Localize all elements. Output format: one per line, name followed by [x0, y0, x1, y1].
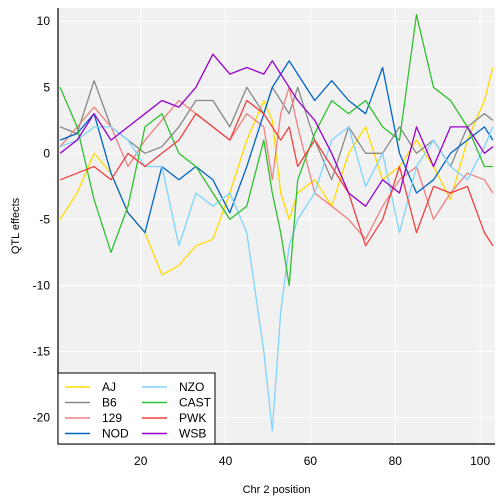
- legend-label-b6: B6: [102, 396, 117, 410]
- legend-label-pwk: PWK: [179, 411, 206, 425]
- y-tick-label: -5: [39, 212, 50, 226]
- legend-label-129: 129: [102, 411, 122, 425]
- series-line-cast: [59, 13, 493, 287]
- y-tick-label: -10: [33, 278, 51, 292]
- x-tick-label: 40: [219, 454, 233, 468]
- tick-layer: 20 40 60 80 100 -20 -15 -10 -5 0 5 10: [33, 14, 491, 468]
- x-axis-title: Chr 2 position: [243, 484, 311, 496]
- y-tick-label: 10: [37, 14, 51, 28]
- legend-box: [57, 372, 216, 445]
- series-line-pwk: [59, 99, 494, 247]
- series-layer: [59, 13, 494, 432]
- y-tick-label: 5: [43, 80, 50, 94]
- y-axis-title: QTL effects: [10, 197, 22, 254]
- x-tick-label: 100: [470, 454, 490, 468]
- series-line-wsb: [59, 53, 494, 207]
- legend-label-aj: AJ: [102, 380, 116, 394]
- y-tick-label: -15: [33, 345, 51, 359]
- legend-label-nzo: NZO: [179, 380, 204, 394]
- y-tick-label: -20: [33, 411, 51, 425]
- legend-label-nod: NOD: [102, 427, 129, 441]
- legend-label-wsb: WSB: [179, 427, 206, 441]
- series-line-129: [59, 86, 494, 240]
- legend-label-cast: CAST: [179, 396, 212, 410]
- x-tick-label: 60: [304, 454, 318, 468]
- y-tick-label: 0: [43, 146, 50, 160]
- series-line-nzo: [59, 126, 494, 432]
- x-tick-label: 20: [134, 454, 148, 468]
- x-tick-label: 80: [389, 454, 403, 468]
